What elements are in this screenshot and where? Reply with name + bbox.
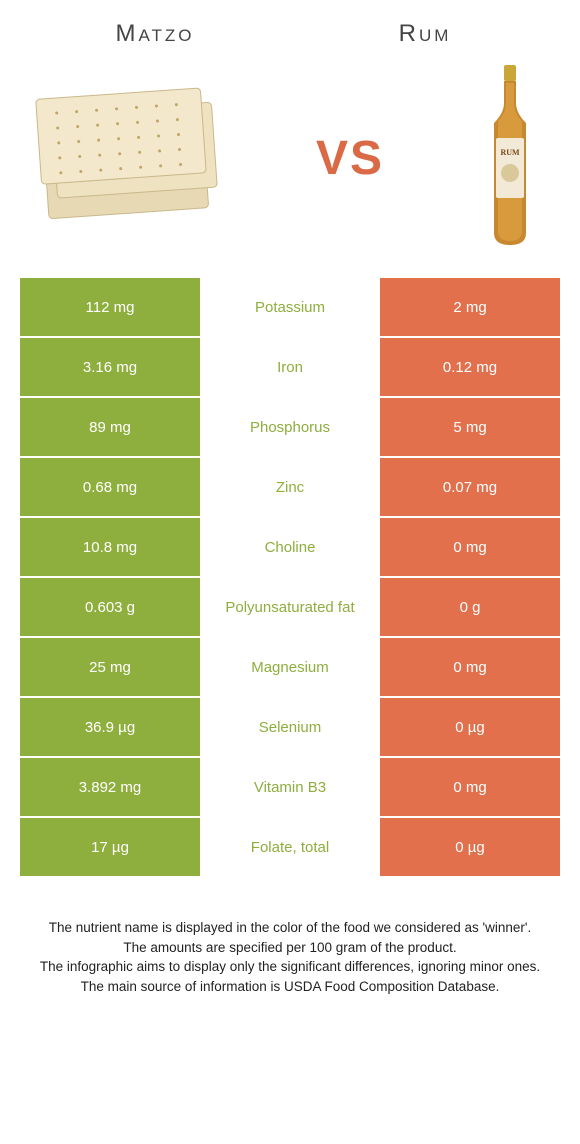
left-value: 36.9 µg: [20, 698, 200, 756]
right-food-title: Rum: [290, 20, 560, 48]
vs-label: VS: [316, 131, 384, 186]
nutrient-name: Vitamin B3: [200, 758, 380, 816]
right-value: 2 mg: [380, 278, 560, 336]
right-value: 0 mg: [380, 518, 560, 576]
right-value: 0 µg: [380, 698, 560, 756]
header-row: Matzo Rum: [0, 0, 580, 58]
right-value: 5 mg: [380, 398, 560, 456]
nutrient-row: 3.892 mgVitamin B30 mg: [20, 758, 560, 818]
right-value: 0 µg: [380, 818, 560, 876]
left-value: 0.68 mg: [20, 458, 200, 516]
svg-text:RUM: RUM: [500, 148, 520, 157]
left-value: 89 mg: [20, 398, 200, 456]
nutrient-name: Selenium: [200, 698, 380, 756]
nutrient-name: Iron: [200, 338, 380, 396]
left-value: 3.892 mg: [20, 758, 200, 816]
right-value: 0 mg: [380, 638, 560, 696]
nutrient-name: Phosphorus: [200, 398, 380, 456]
nutrient-name: Magnesium: [200, 638, 380, 696]
nutrient-row: 112 mgPotassium2 mg: [20, 278, 560, 338]
footer-line-1: The nutrient name is displayed in the co…: [30, 918, 550, 938]
footer-line-3: The infographic aims to display only the…: [30, 957, 550, 977]
nutrient-name: Zinc: [200, 458, 380, 516]
left-value: 3.16 mg: [20, 338, 200, 396]
nutrient-row: 0.68 mgZinc0.07 mg: [20, 458, 560, 518]
footer-notes: The nutrient name is displayed in the co…: [0, 878, 580, 1026]
images-row: VS RUM: [0, 58, 580, 278]
matzo-image: [30, 73, 230, 243]
nutrient-row: 3.16 mgIron0.12 mg: [20, 338, 560, 398]
left-value: 25 mg: [20, 638, 200, 696]
left-value: 17 µg: [20, 818, 200, 876]
footer-line-4: The main source of information is USDA F…: [30, 977, 550, 997]
nutrient-row: 25 mgMagnesium0 mg: [20, 638, 560, 698]
rum-image: RUM: [470, 63, 550, 253]
nutrient-row: 89 mgPhosphorus5 mg: [20, 398, 560, 458]
footer-line-2: The amounts are specified per 100 gram o…: [30, 938, 550, 958]
right-value: 0.12 mg: [380, 338, 560, 396]
nutrient-row: 36.9 µgSelenium0 µg: [20, 698, 560, 758]
left-food-title: Matzo: [20, 20, 290, 48]
right-value: 0.07 mg: [380, 458, 560, 516]
left-value: 112 mg: [20, 278, 200, 336]
right-value: 0 mg: [380, 758, 560, 816]
left-value: 10.8 mg: [20, 518, 200, 576]
infographic-container: Matzo Rum VS: [0, 0, 580, 1026]
nutrient-name: Choline: [200, 518, 380, 576]
nutrient-name: Potassium: [200, 278, 380, 336]
right-value: 0 g: [380, 578, 560, 636]
left-value: 0.603 g: [20, 578, 200, 636]
nutrient-name: Polyunsaturated fat: [200, 578, 380, 636]
nutrient-row: 17 µgFolate, total0 µg: [20, 818, 560, 878]
nutrient-table: 112 mgPotassium2 mg3.16 mgIron0.12 mg89 …: [0, 278, 580, 878]
nutrient-row: 0.603 gPolyunsaturated fat0 g: [20, 578, 560, 638]
nutrient-row: 10.8 mgCholine0 mg: [20, 518, 560, 578]
nutrient-name: Folate, total: [200, 818, 380, 876]
